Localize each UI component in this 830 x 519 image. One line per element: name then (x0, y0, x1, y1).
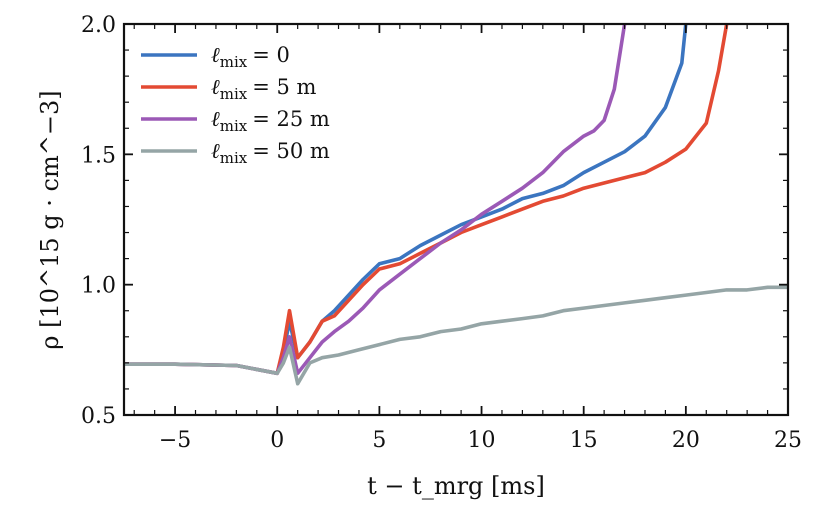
series-line-0 (124, 24, 688, 376)
legend-label-0: ℓmix = 0 (211, 43, 290, 71)
x-tick-label: 20 (672, 428, 700, 453)
x-tick-label: 5 (372, 428, 386, 453)
series-line-2 (124, 24, 627, 376)
x-tick-label: 15 (570, 428, 598, 453)
y-tick-label: 2.0 (81, 13, 116, 38)
y-tick-label: 1.0 (81, 274, 116, 299)
ticks-layer: −5 0 5 10 15 20 25 0.5 1.0 1.5 2.0 (81, 13, 802, 453)
series-layer (124, 24, 788, 386)
legend-label-1: ℓmix = 5 m (211, 75, 317, 103)
series-line-3 (124, 285, 788, 386)
y-axis-title: ρ [10^15 g · cm^−3] (36, 90, 64, 349)
plot-frame (122, 22, 790, 417)
y-tick-label: 1.5 (81, 143, 116, 168)
x-tick-label: 10 (468, 428, 496, 453)
x-tick-label: 25 (774, 428, 802, 453)
y-tick-label: 0.5 (81, 404, 116, 429)
legend-label-3: ℓmix = 50 m (211, 139, 330, 167)
x-tick-label: −5 (159, 428, 191, 453)
x-axis-title: t − t_mrg [ms] (367, 472, 545, 500)
legend: ℓmix = 0 ℓmix = 5 m ℓmix = 25 m ℓmix = 50 m (141, 43, 330, 167)
legend-label-2: ℓmix = 25 m (211, 107, 330, 135)
x-tick-label: 0 (270, 428, 284, 453)
